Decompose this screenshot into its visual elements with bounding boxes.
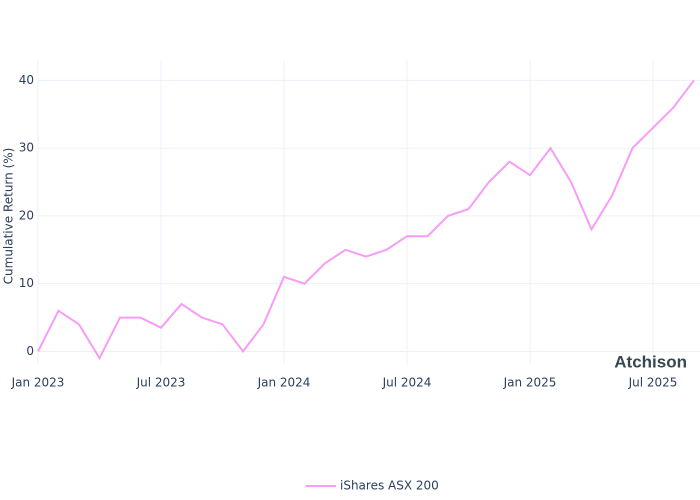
x-tick-label: Jul 2023 — [136, 376, 186, 390]
watermark: Atchison — [614, 352, 687, 371]
x-tick-label: Jul 2025 — [628, 376, 678, 390]
y-tick-label: 20 — [19, 208, 34, 222]
line-series — [37, 79, 695, 361]
y-axis-title: Cumulative Return (%) — [2, 148, 16, 285]
legend-label: iShares ASX 200 — [340, 479, 439, 493]
x-tick-label: Jul 2024 — [382, 376, 432, 390]
x-tick-label: Jan 2023 — [11, 376, 65, 390]
y-tick-label: 40 — [19, 73, 34, 87]
x-tick-label: Jan 2024 — [257, 376, 311, 390]
y-tick-label: 10 — [19, 276, 34, 290]
y-tick-label: 30 — [19, 141, 34, 155]
y-tick-label: 0 — [26, 344, 34, 358]
x-tick-label: Jan 2025 — [503, 376, 557, 390]
